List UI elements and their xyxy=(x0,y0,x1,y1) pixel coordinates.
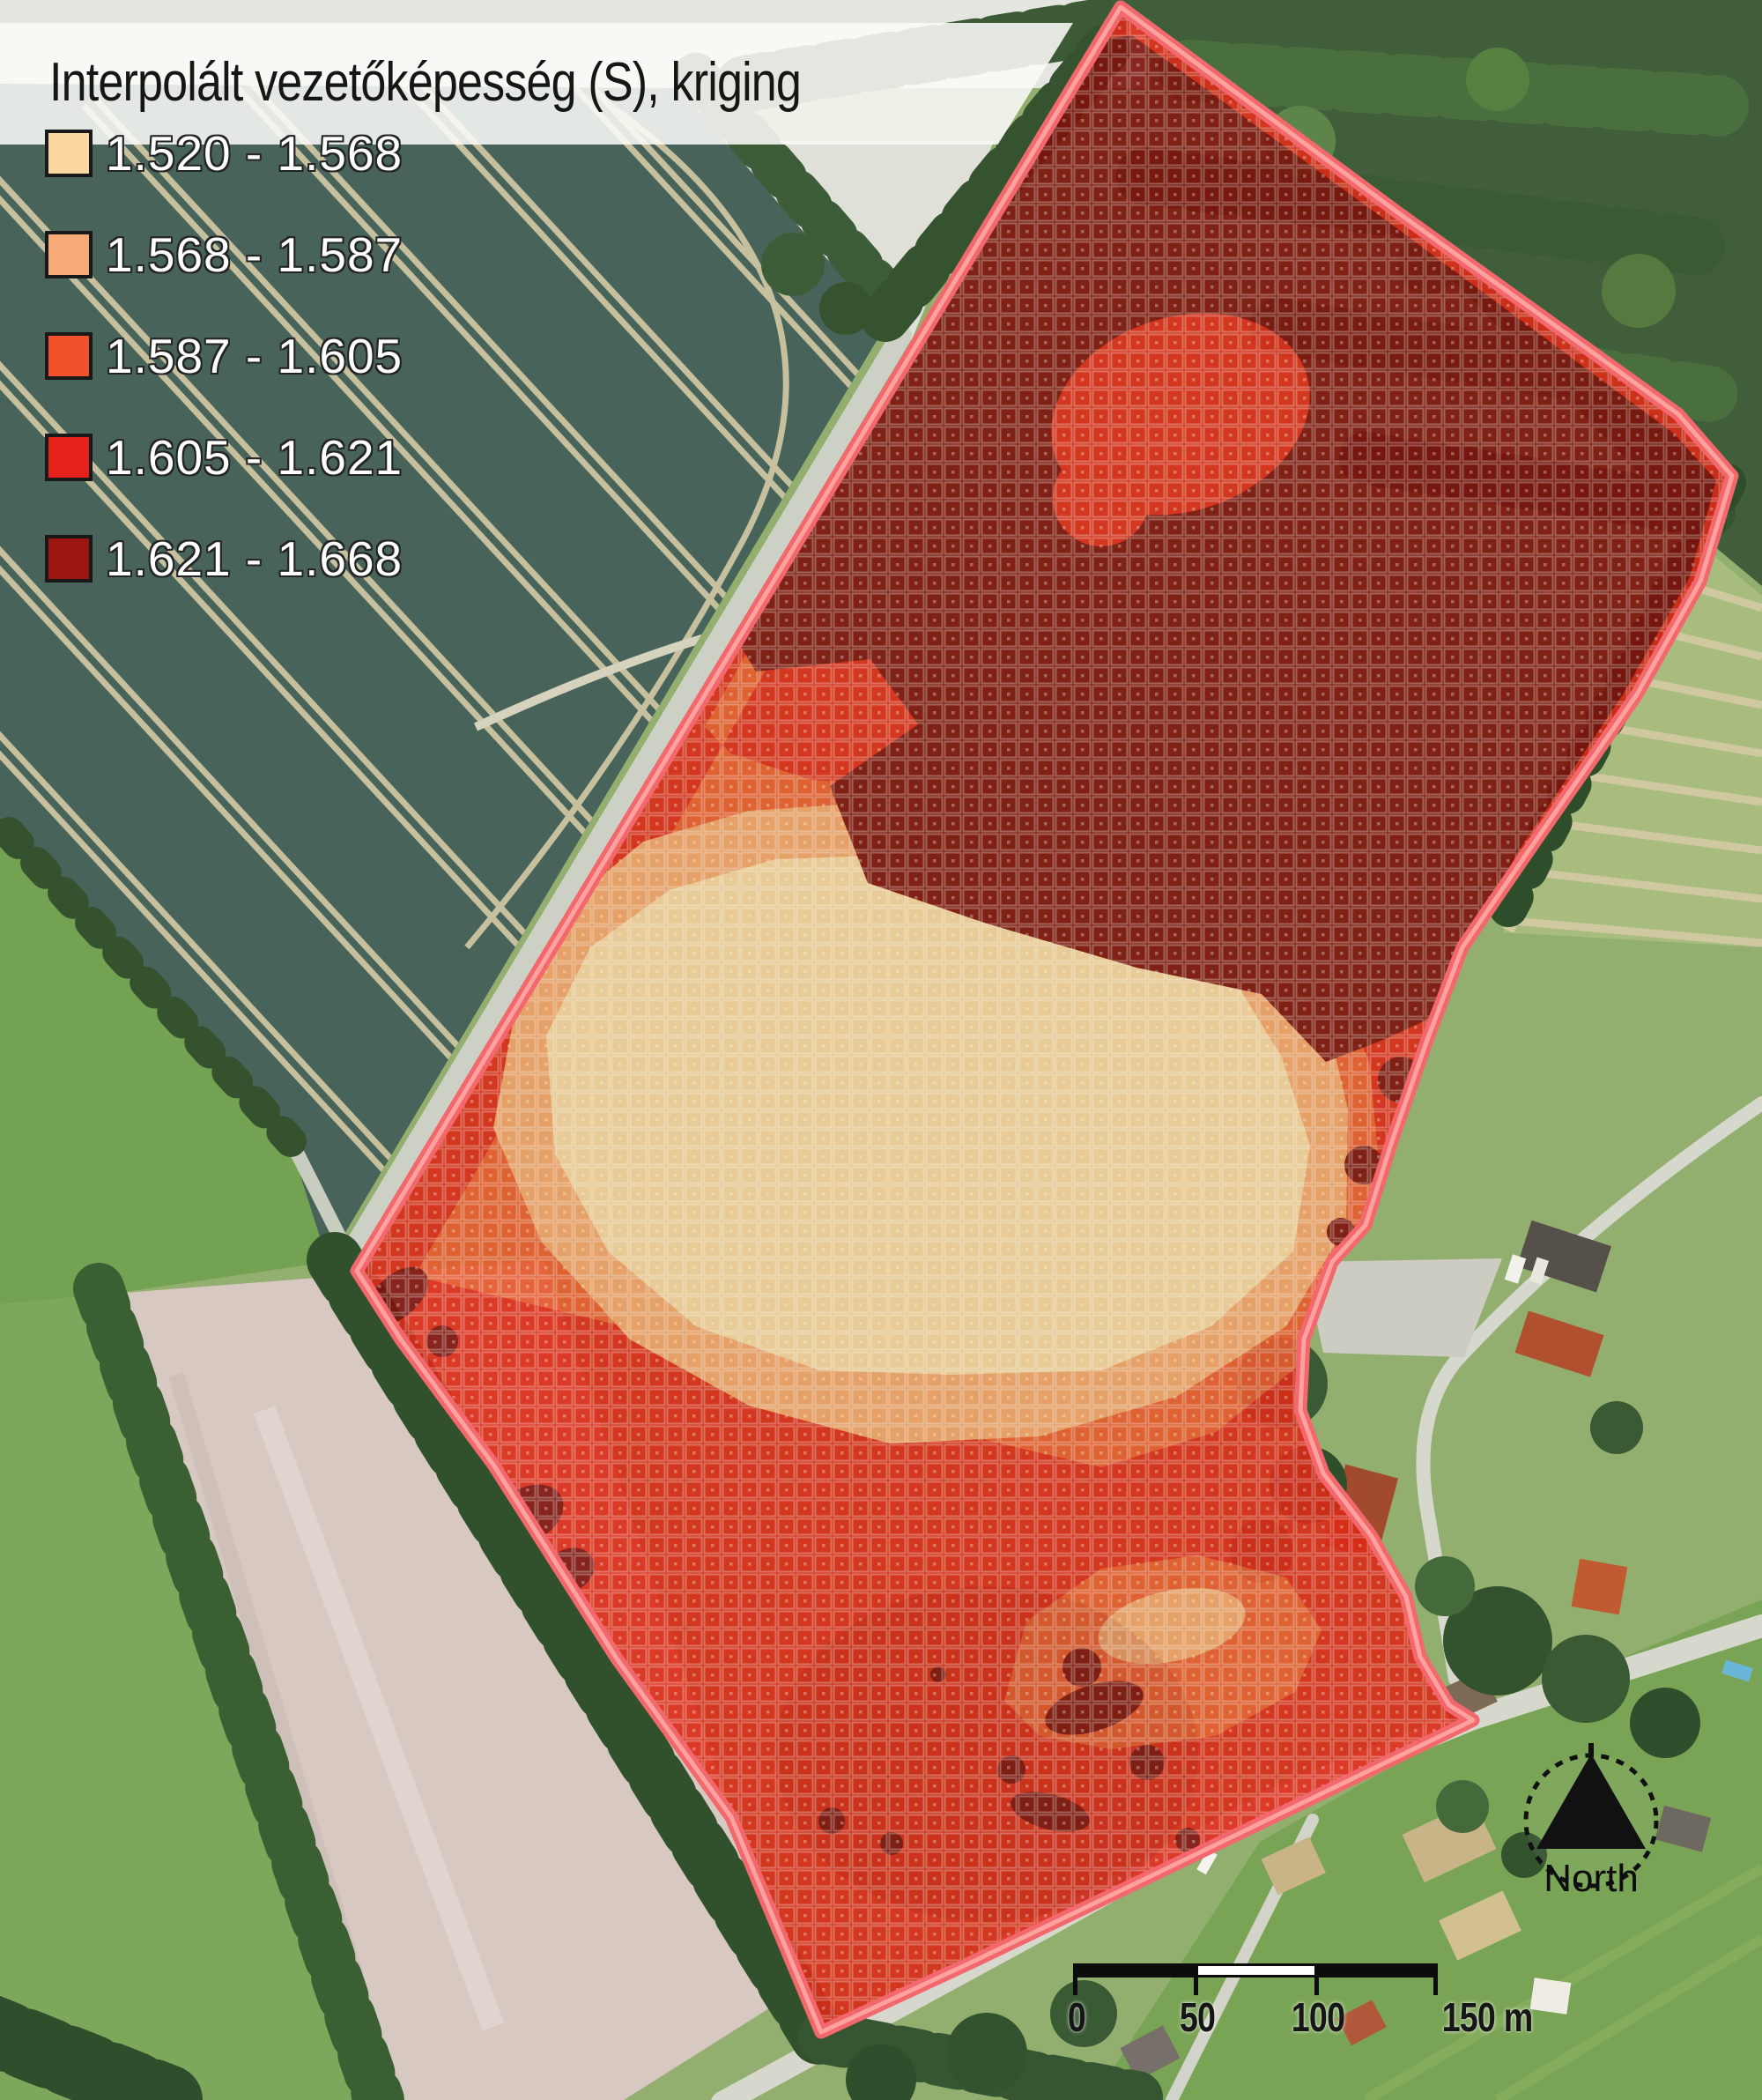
field-dark-top-left xyxy=(0,84,885,1262)
forest-top-right xyxy=(1106,0,1762,586)
legend-label: 1.520 - 1.568 xyxy=(106,126,403,181)
scale-label-0: 0 xyxy=(1067,1994,1086,2040)
field-green-strip xyxy=(0,833,328,1304)
legend-label: 1.621 - 1.668 xyxy=(106,531,403,586)
legend-swatch xyxy=(45,130,93,177)
scale-label-50: 50 xyxy=(1179,1994,1216,2040)
legend-label: 1.568 - 1.587 xyxy=(106,227,403,282)
legend-item: 1.587 - 1.605 xyxy=(44,329,403,383)
legend-swatch xyxy=(45,332,93,380)
scale-tick xyxy=(1073,1963,1077,1995)
scale-label-100: 100 xyxy=(1291,1994,1345,2040)
legend: 1.520 - 1.568 1.568 - 1.587 1.587 - 1.60… xyxy=(44,126,403,586)
legend-label: 1.605 - 1.621 xyxy=(106,430,403,485)
legend-item: 1.605 - 1.621 xyxy=(44,430,403,485)
raster-grid-texture xyxy=(357,7,1732,2032)
legend-swatch xyxy=(45,434,93,481)
scale-tick xyxy=(1433,1963,1438,1995)
scale-tick xyxy=(1194,1963,1198,1995)
field-green-left-band xyxy=(0,1294,370,2100)
title-bar: Interpolált vezetőképesség (S), kriging xyxy=(0,23,1073,145)
legend-swatch xyxy=(45,231,93,278)
legend-swatch xyxy=(45,535,93,583)
north-arrow-triangle xyxy=(1536,1754,1646,1849)
scale-bar-segment xyxy=(1075,1963,1196,1978)
scale-bar xyxy=(1073,1963,1438,1995)
scale-tick xyxy=(1314,1963,1319,1995)
legend-item: 1.621 - 1.668 xyxy=(44,531,403,586)
farm-yard xyxy=(1304,1258,1502,1357)
scale-bar-segment xyxy=(1316,1963,1436,1978)
scale-bar-segment xyxy=(1196,1963,1316,1978)
north-arrow-label: North xyxy=(1544,1857,1639,1900)
kriging-layer xyxy=(357,7,1732,2032)
page-title: Interpolált vezetőképesség (S), kriging xyxy=(49,52,802,113)
north-arrow: North xyxy=(1523,1743,1659,1900)
legend-item: 1.568 - 1.587 xyxy=(44,227,403,282)
legend-item: 1.520 - 1.568 xyxy=(44,126,403,181)
legend-label: 1.587 - 1.605 xyxy=(106,329,403,383)
field-boundary-highlight xyxy=(354,4,1735,2035)
scale-label-150: 150 m xyxy=(1441,1994,1534,2040)
